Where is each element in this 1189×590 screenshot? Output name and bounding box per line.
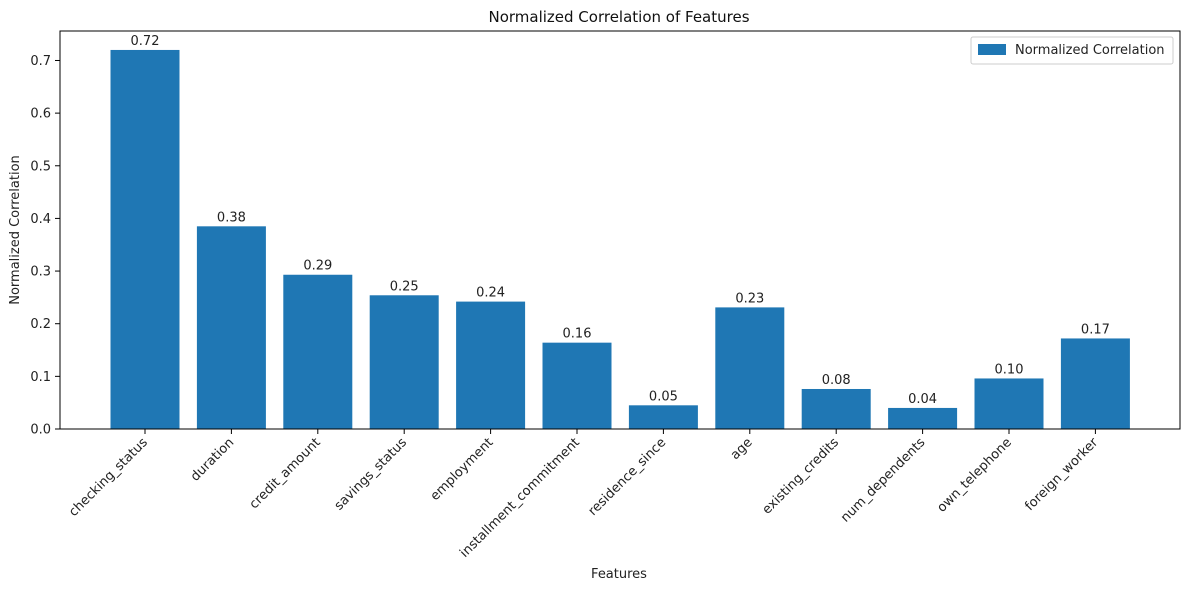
bar-num_dependents xyxy=(888,407,958,429)
y-tick-label: 0.6 xyxy=(30,107,51,122)
y-tick-label: 0.3 xyxy=(30,265,51,280)
bar-value-label: 0.10 xyxy=(995,362,1024,377)
bar-value-label: 0.23 xyxy=(735,291,764,306)
x-tick-label: savings_status xyxy=(332,435,410,513)
x-tick-label: own_telephone xyxy=(934,435,1014,515)
bar-value-label: 0.38 xyxy=(217,210,246,225)
y-tick-label: 0.4 xyxy=(30,212,51,227)
x-tick-label: existing_credits xyxy=(760,435,843,518)
y-axis-title: Normalized Correlation xyxy=(8,155,23,305)
bar-foreign_worker xyxy=(1060,338,1130,429)
bar-value-label: 0.17 xyxy=(1081,322,1110,337)
bar-value-label: 0.08 xyxy=(822,373,851,388)
bar-employment xyxy=(456,301,526,429)
bar-installment_commitment xyxy=(542,342,612,429)
bar-credit_amount xyxy=(283,274,353,429)
x-tick-label: duration xyxy=(188,435,237,484)
bar-residence_since xyxy=(628,405,698,429)
bar-value-label: 0.29 xyxy=(303,259,332,274)
legend: Normalized Correlation xyxy=(970,36,1174,65)
bar-duration xyxy=(196,226,266,429)
x-tick-label: foreign_worker xyxy=(1022,435,1101,514)
x-tick-label: age xyxy=(728,435,756,463)
bar-value-label: 0.72 xyxy=(131,34,160,49)
legend-label: Normalized Correlation xyxy=(1015,43,1165,58)
chart-title: Normalized Correlation of Features xyxy=(488,8,749,26)
x-tick-label: num_dependents xyxy=(838,435,928,525)
x-tick-label: credit_amount xyxy=(247,435,324,512)
y-tick-label: 0.7 xyxy=(30,54,51,69)
bar-labels-group: 0.72 0.38 0.29 0.25 0.24 0.16 0.05 0.23 0.08 0.04… xyxy=(131,34,1110,407)
bar-value-label: 0.25 xyxy=(390,279,419,294)
bar-checking_status xyxy=(110,49,180,429)
bar-value-label: 0.24 xyxy=(476,286,505,301)
x-axis: checking_status duration credit_amount savi… xyxy=(66,429,1102,561)
bar-value-label: 0.05 xyxy=(649,389,678,404)
y-tick-label: 0.1 xyxy=(30,370,51,385)
y-axis: 0.0 0.1 0.2 0.3 0.4 0.5 0.6 0.7 xyxy=(30,54,60,438)
y-tick-label: 0.5 xyxy=(30,159,51,174)
legend-swatch xyxy=(978,44,1006,55)
x-axis-title: Features xyxy=(591,567,647,582)
bar-existing_credits xyxy=(801,388,871,429)
plot-frame xyxy=(59,30,1181,430)
bars-group xyxy=(110,49,1130,429)
y-tick-label: 0.0 xyxy=(30,423,51,438)
x-tick-label: residence_since xyxy=(586,435,670,519)
y-tick-label: 0.2 xyxy=(30,317,51,332)
x-tick-label: checking_status xyxy=(66,435,151,520)
bar-own_telephone xyxy=(974,378,1044,429)
legend-box xyxy=(970,36,1174,65)
bar-value-label: 0.16 xyxy=(563,327,592,342)
x-tick-label: employment xyxy=(428,435,497,504)
bar-savings_status xyxy=(369,295,439,429)
bar-age xyxy=(715,307,785,429)
bar-value-label: 0.04 xyxy=(908,392,937,407)
